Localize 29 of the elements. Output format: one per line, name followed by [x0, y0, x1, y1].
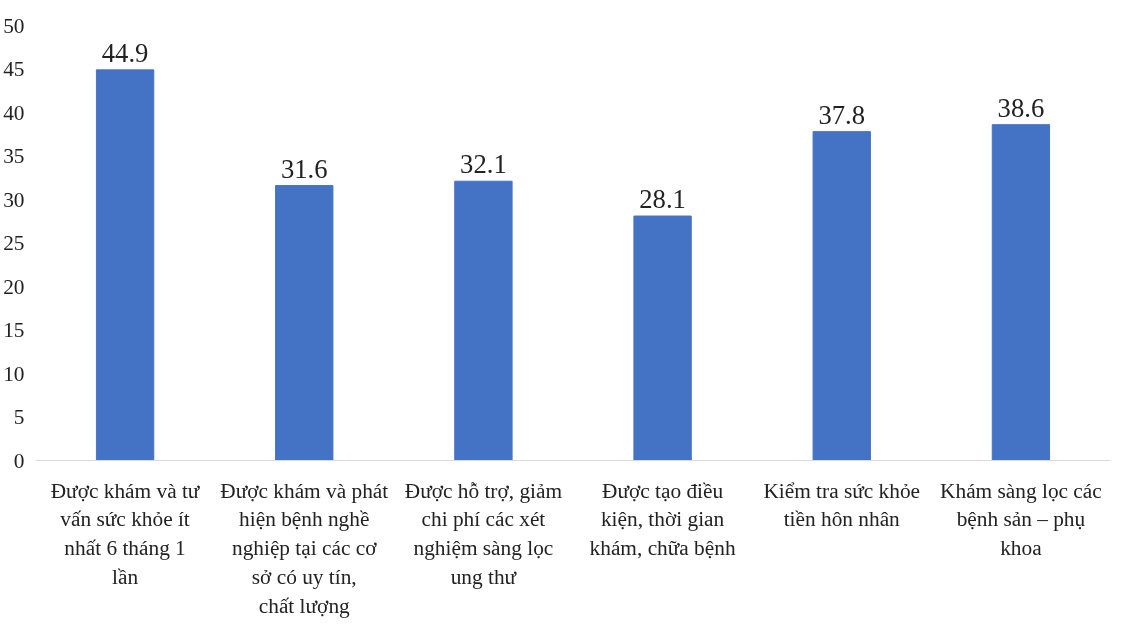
x-tick-label: Kiểm tra sức khỏe tiền hôn nhân: [763, 478, 921, 532]
data-label: 37.8: [818, 99, 866, 130]
y-tick-label: 40: [3, 100, 25, 125]
data-label: 38.6: [997, 92, 1045, 123]
y-tick-label: 20: [3, 274, 25, 299]
data-label: 31.6: [280, 153, 328, 184]
data-label: 44.9: [101, 37, 149, 68]
y-tick-label: 25: [3, 231, 25, 255]
y-tick-label: 30: [3, 187, 25, 212]
y-tick-label: 10: [3, 361, 25, 386]
data-label: 32.1: [460, 149, 507, 180]
bar: [275, 185, 334, 461]
y-tick-label: 15: [3, 318, 25, 342]
y-tick-label: 50: [3, 13, 25, 38]
bar: [95, 69, 155, 461]
data-label: 28.1: [639, 184, 686, 215]
y-tick-label: 45: [3, 57, 25, 81]
x-tick-label: Được tạo điều kiện, thời gian khám, chữa bệnh: [589, 478, 736, 561]
bar: [454, 180, 513, 461]
x-tick-label: Khám sàng lọc các bệnh sản – phụ khoa: [940, 478, 1102, 561]
bar: [991, 124, 1051, 461]
bar: [812, 131, 871, 461]
x-tick-label: Được khám và phát hiện bệnh nghề nghiệp tại các cơ sở có uy tín, chất lượng: [220, 478, 389, 618]
x-tick-label: Được hỗ trợ, giảm chi phí các xét nghiệm sàng lọc ung thư: [404, 478, 563, 589]
x-tick-label: Được khám và tư vấn sức khỏe ít nhất 6 tháng 1 lần: [50, 478, 201, 589]
y-tick-label: 0: [13, 448, 25, 473]
bar: [633, 215, 692, 461]
y-tick-label: 5: [13, 405, 25, 429]
y-tick-label: 35: [3, 144, 25, 168]
